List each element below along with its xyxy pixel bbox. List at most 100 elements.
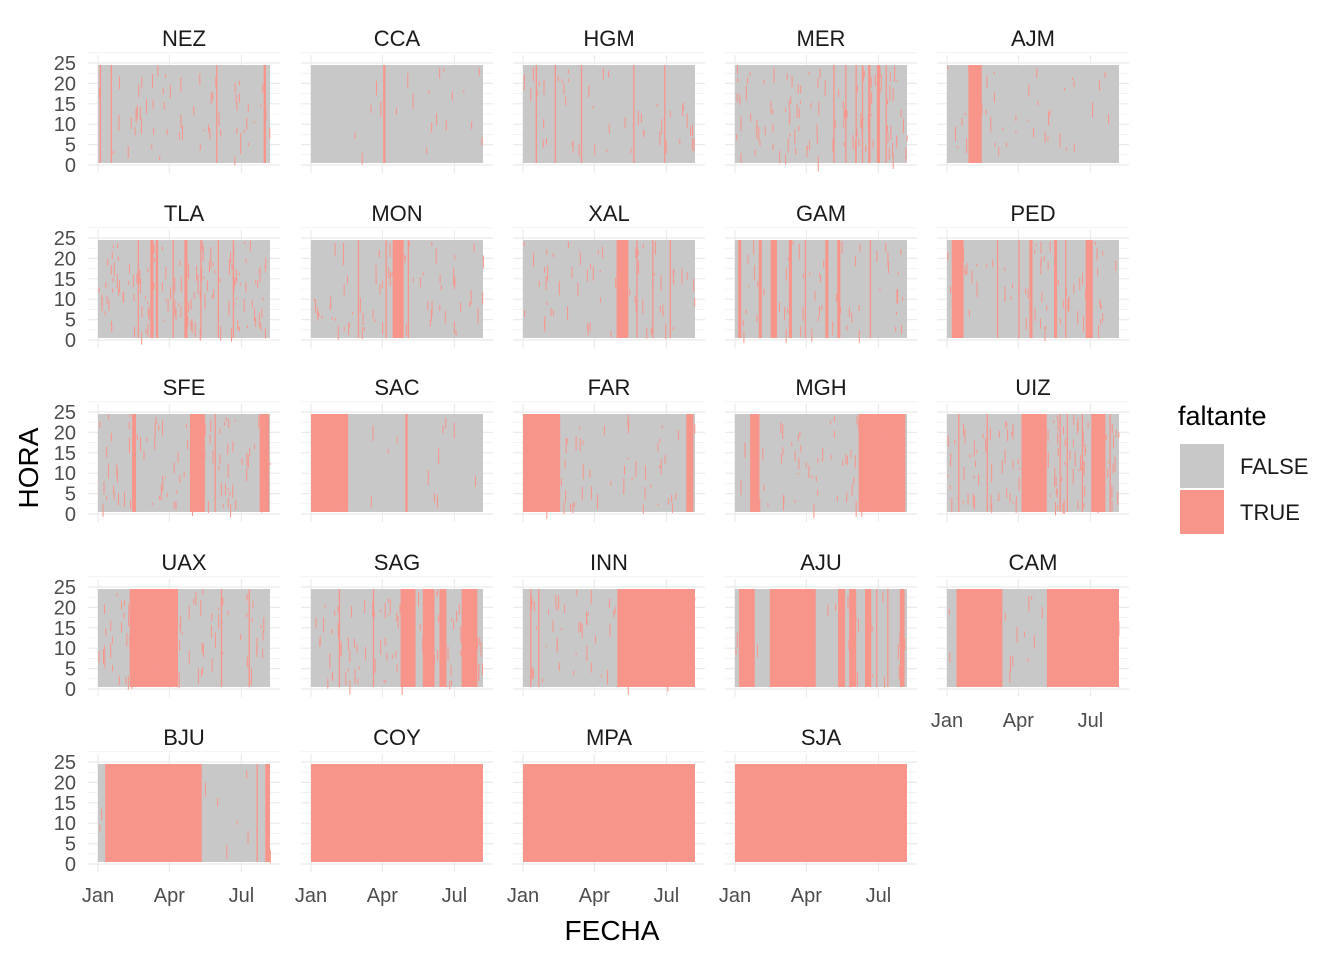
missing-hour xyxy=(1002,127,1004,131)
y-tick-label: 15 xyxy=(54,793,76,815)
tile-area-tla xyxy=(98,240,270,338)
panel-title-far: FAR xyxy=(588,375,631,400)
missing-day xyxy=(633,65,635,163)
missing-hour xyxy=(966,263,968,274)
missing-hour xyxy=(469,301,471,308)
missing-block xyxy=(616,240,629,338)
missing-block xyxy=(686,414,694,512)
panel-title-cca: CCA xyxy=(374,26,421,51)
missing-hour xyxy=(357,678,359,685)
missing-hour xyxy=(632,598,634,604)
missing-hour xyxy=(618,301,620,312)
missing-hour xyxy=(110,265,112,275)
missing-hour xyxy=(896,79,898,82)
missing-hour xyxy=(118,114,120,131)
missing-hour xyxy=(750,473,752,479)
missing-hour xyxy=(866,649,868,665)
missing-hour xyxy=(1039,318,1041,329)
missing-hour xyxy=(234,419,236,423)
missing-block xyxy=(858,414,906,512)
missing-hour xyxy=(363,327,365,331)
missing-hour xyxy=(142,657,144,671)
missing-hour xyxy=(558,280,560,296)
missing-hour xyxy=(173,630,175,636)
missing-block xyxy=(769,589,816,687)
missing-hour xyxy=(139,278,141,294)
missing-hour xyxy=(546,249,548,255)
missing-hour xyxy=(954,126,956,142)
missing-hour xyxy=(588,85,590,98)
missing-hour xyxy=(798,457,800,470)
missing-hour xyxy=(396,612,398,622)
missing-hour xyxy=(346,275,348,285)
missing-hour xyxy=(794,499,796,503)
missing-hour xyxy=(389,243,391,258)
missing-hour xyxy=(154,600,156,616)
missing-hour xyxy=(569,503,571,512)
missing-hour xyxy=(976,281,978,298)
missing-hour xyxy=(219,454,221,465)
missing-hour xyxy=(538,280,540,287)
missing-hour xyxy=(832,321,834,336)
missing-hour xyxy=(817,78,819,88)
missing-hour xyxy=(152,99,154,109)
missing-hour xyxy=(586,610,588,625)
missing-hour xyxy=(253,121,255,124)
missing-hour xyxy=(169,85,171,99)
missing-hour xyxy=(351,606,353,618)
missing-hour xyxy=(811,475,813,479)
missing-hour xyxy=(789,133,791,137)
missing-hour xyxy=(986,75,988,89)
missing-hour xyxy=(545,275,547,290)
missing-hour xyxy=(1040,241,1042,254)
missing-hour xyxy=(1111,485,1113,499)
missing-hour xyxy=(220,482,222,497)
missing-day xyxy=(669,240,671,338)
missing-hour xyxy=(462,594,464,609)
missing-hour xyxy=(204,293,206,310)
missing-hour xyxy=(950,453,952,459)
missing-hour xyxy=(376,80,378,96)
missing-hour xyxy=(773,635,775,648)
missing-hour xyxy=(238,80,240,86)
missing-hour xyxy=(882,591,884,603)
x-tick-label: Jan xyxy=(82,885,114,907)
missing-block xyxy=(392,240,404,338)
missing-hour xyxy=(757,643,759,658)
missing-hour xyxy=(227,443,229,456)
missing-hour xyxy=(1112,463,1114,474)
missing-hour xyxy=(895,327,897,332)
y-tick-label: 20 xyxy=(54,73,76,95)
missing-hour xyxy=(566,438,568,444)
missing-hour xyxy=(863,70,865,77)
missing-hour xyxy=(558,595,560,608)
missing-hour xyxy=(1044,131,1046,143)
missing-hour xyxy=(251,299,253,308)
missing-hour xyxy=(255,280,257,284)
missing-hour xyxy=(1097,267,1099,277)
missing-hour xyxy=(439,67,441,79)
missing-hour xyxy=(794,129,796,145)
missing-hour xyxy=(224,422,226,426)
missing-hour xyxy=(438,614,440,622)
missing-hour xyxy=(139,661,141,666)
missing-hour xyxy=(173,501,175,509)
missing-hour xyxy=(239,326,241,332)
missing-hour xyxy=(139,106,141,120)
missing-hour xyxy=(627,283,629,289)
missing-hour xyxy=(797,84,799,94)
missing-hour xyxy=(807,641,809,652)
missing-hour xyxy=(212,91,214,101)
missing-hour xyxy=(1063,426,1065,435)
missing-hour xyxy=(852,135,854,150)
missing-hour xyxy=(775,253,777,267)
missing-block xyxy=(405,414,408,512)
missing-hour xyxy=(1017,459,1019,464)
missing-hour xyxy=(394,240,396,253)
missing-hour xyxy=(614,606,616,614)
missing-hour xyxy=(860,113,862,128)
missing-hour xyxy=(128,799,130,806)
missing-hour xyxy=(210,419,212,432)
